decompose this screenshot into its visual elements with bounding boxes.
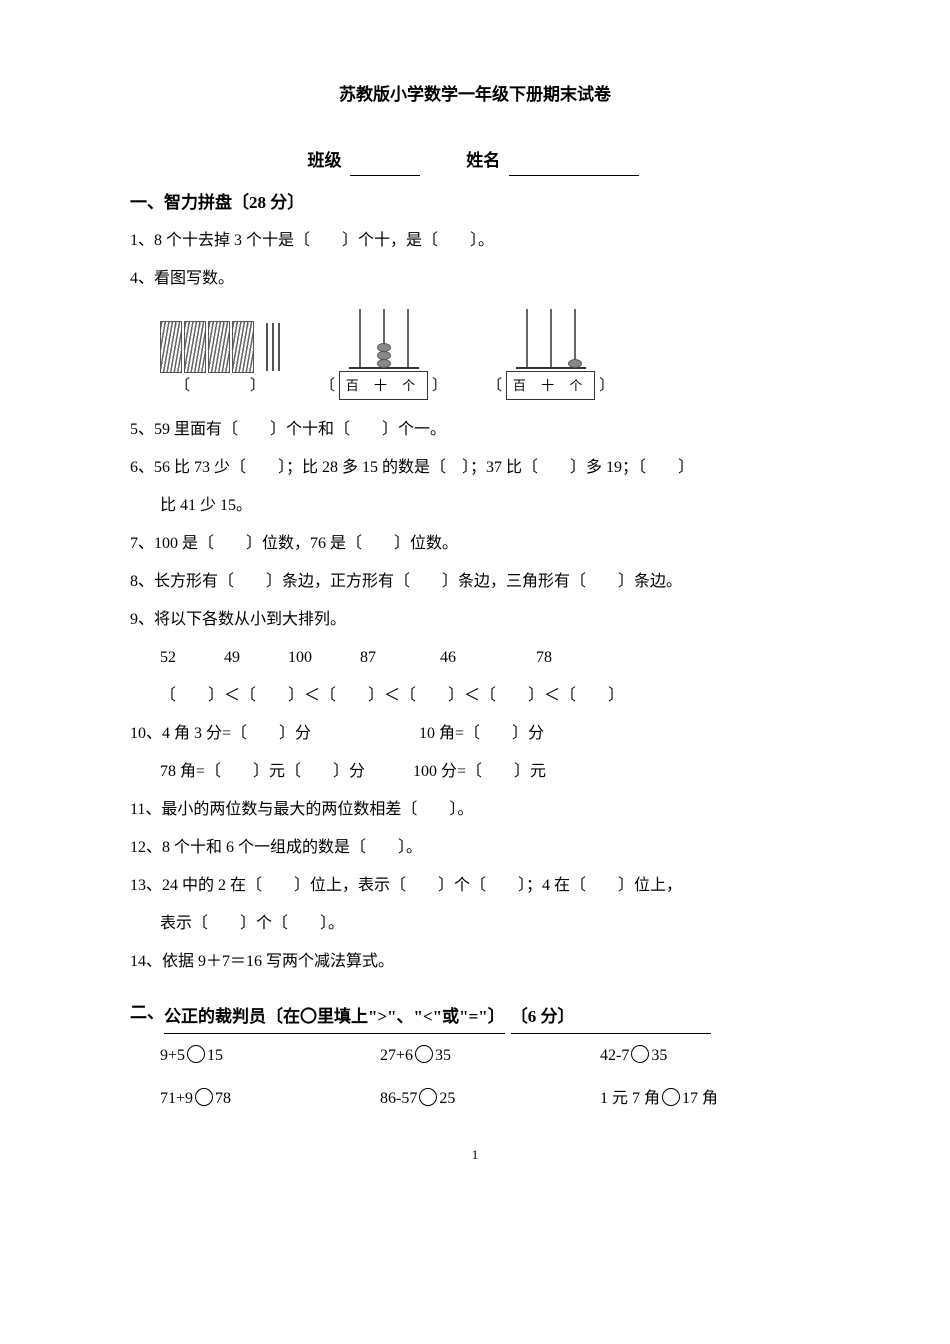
expr: 27+6: [380, 1047, 413, 1064]
compare-cell: 27+6 35: [380, 1042, 600, 1071]
abacus-frame: [349, 309, 419, 369]
sticks-answer-blank[interactable]: 〔 〕: [175, 373, 265, 400]
section2-title-b: 公正的裁判员〔在〇里填上">"、"<"或"="〕: [164, 1007, 505, 1026]
question-7: 7、100 是〔 〕位数，76 是〔 〕位数。: [130, 528, 820, 560]
abacus-2: 〔 百 十 个 〕: [487, 309, 614, 400]
question-13: 13、24 中的 2 在〔 〕位上，表示〔 〕个〔 〕；4 在〔 〕位上，: [130, 870, 820, 902]
circle-blank[interactable]: [415, 1045, 433, 1063]
question-5: 5、59 里面有〔 〕个十和〔 〕个一。: [130, 414, 820, 446]
question-10-row1: 10、4 角 3 分=〔 〕分 10 角=〔 〕分: [130, 718, 820, 750]
expr: 42-7: [600, 1047, 629, 1064]
abacus-1: 〔 百 十 个 〕: [320, 309, 447, 400]
abacus-rod: [540, 309, 562, 367]
expr: 35: [435, 1047, 451, 1064]
name-label: 姓名: [466, 151, 500, 170]
student-info-line: 班级 姓名: [130, 146, 820, 177]
expr: 71+9: [160, 1090, 193, 1107]
question-4: 4、看图写数。: [130, 263, 820, 295]
stick-bundle: [208, 321, 228, 371]
abacus-rod: [516, 309, 538, 367]
circle-blank[interactable]: [195, 1088, 213, 1106]
expr: 9+5: [160, 1047, 185, 1064]
single-stick: [266, 323, 268, 371]
expr: 78: [215, 1090, 231, 1107]
q10b: 10 角=〔 〕分: [419, 725, 544, 742]
q10d: 100 分=〔 〕元: [413, 763, 546, 780]
comparison-table: 9+5 15 27+6 35 42-7 35 71+9 78 86-57 25 1 元 7…: [130, 1042, 820, 1114]
question-9: 9、将以下各数从小到大排列。: [130, 604, 820, 636]
abacus-rod: [397, 309, 419, 367]
expr: 15: [207, 1047, 223, 1064]
section1-title: 一、智力拼盘〔28 分〕: [130, 188, 820, 219]
circle-blank[interactable]: [631, 1045, 649, 1063]
q10c: 78 角=〔 〕元〔 〕分: [160, 763, 365, 780]
compare-cell: 9+5 15: [160, 1042, 380, 1071]
abacus-rod: [349, 309, 371, 367]
abacus-frame: [516, 309, 586, 369]
compare-cell: 1 元 7 角 17 角: [600, 1085, 820, 1114]
question-11: 11、最小的两位数与最大的两位数相差〔 〕。: [130, 794, 820, 826]
compare-cell: 42-7 35: [600, 1042, 820, 1071]
sticks-figure: 〔 〕: [160, 321, 280, 400]
question-10-row2: 78 角=〔 〕元〔 〕分 100 分=〔 〕元: [130, 756, 820, 788]
question-12: 12、8 个十和 6 个一组成的数是〔 〕。: [130, 832, 820, 864]
counting-figures: 〔 〕 〔 百 十 个 〕 〔 百 十 个 〕: [130, 309, 820, 400]
abacus-rod: [373, 309, 395, 367]
q10a: 10、4 角 3 分=〔 〕分: [130, 725, 311, 742]
compare-row-2: 71+9 78 86-57 25 1 元 7 角 17 角: [160, 1085, 820, 1114]
expr: 17 角: [682, 1090, 718, 1107]
circle-blank[interactable]: [662, 1088, 680, 1106]
compare-row-1: 9+5 15 27+6 35 42-7 35: [160, 1042, 820, 1071]
question-13b: 表示〔 〕个〔 〕。: [130, 908, 820, 940]
compare-cell: 86-57 25: [380, 1085, 600, 1114]
section2-title-c: 〔6 分〕: [511, 1007, 575, 1026]
page-number: 1: [130, 1143, 820, 1166]
question-6b: 比 41 少 15。: [130, 490, 820, 522]
stick-bundle: [184, 321, 204, 371]
question-9-numbers: 52 49 100 87 46 78: [130, 642, 820, 674]
place-value-label: 百 十 个: [506, 371, 596, 400]
question-6: 6、56 比 73 少〔 〕；比 28 多 15 的数是〔 〕；37 比〔 〕多…: [130, 452, 820, 484]
abacus1-answer-blank[interactable]: 〔 百 十 个 〕: [320, 371, 447, 400]
section2-title: 二、公正的裁判员〔在〇里填上">"、"<"或"="〕〔6 分〕: [130, 998, 820, 1034]
document-title: 苏教版小学数学一年级下册期末试卷: [130, 80, 820, 111]
expr: 86-57: [380, 1090, 417, 1107]
expr: 35: [651, 1047, 667, 1064]
circle-blank[interactable]: [187, 1045, 205, 1063]
section2-title-a: 二、: [130, 1003, 164, 1022]
sticks-row: [160, 321, 280, 371]
expr: 1 元 7 角: [600, 1090, 660, 1107]
stick-bundle: [160, 321, 180, 371]
single-stick: [272, 323, 274, 371]
abacus-rod: [564, 309, 586, 367]
single-stick: [278, 323, 280, 371]
expr: 25: [439, 1090, 455, 1107]
circle-blank[interactable]: [419, 1088, 437, 1106]
compare-cell: 71+9 78: [160, 1085, 380, 1114]
abacus-bead: [377, 359, 391, 368]
class-input-line[interactable]: [350, 156, 420, 176]
stick-bundle: [232, 321, 252, 371]
question-8: 8、长方形有〔 〕条边，正方形有〔 〕条边，三角形有〔 〕条边。: [130, 566, 820, 598]
abacus2-answer-blank[interactable]: 〔 百 十 个 〕: [487, 371, 614, 400]
question-14: 14、依据 9＋7＝16 写两个减法算式。: [130, 946, 820, 978]
class-label: 班级: [308, 151, 342, 170]
name-input-line[interactable]: [509, 156, 639, 176]
abacus-bead: [568, 359, 582, 368]
question-1: 1、8 个十去掉 3 个十是〔 〕个十，是〔 〕。: [130, 225, 820, 257]
place-value-label: 百 十 个: [339, 371, 429, 400]
question-9-blanks[interactable]: 〔 〕＜〔 〕＜〔 〕＜〔 〕＜〔 〕＜〔 〕: [130, 680, 820, 712]
